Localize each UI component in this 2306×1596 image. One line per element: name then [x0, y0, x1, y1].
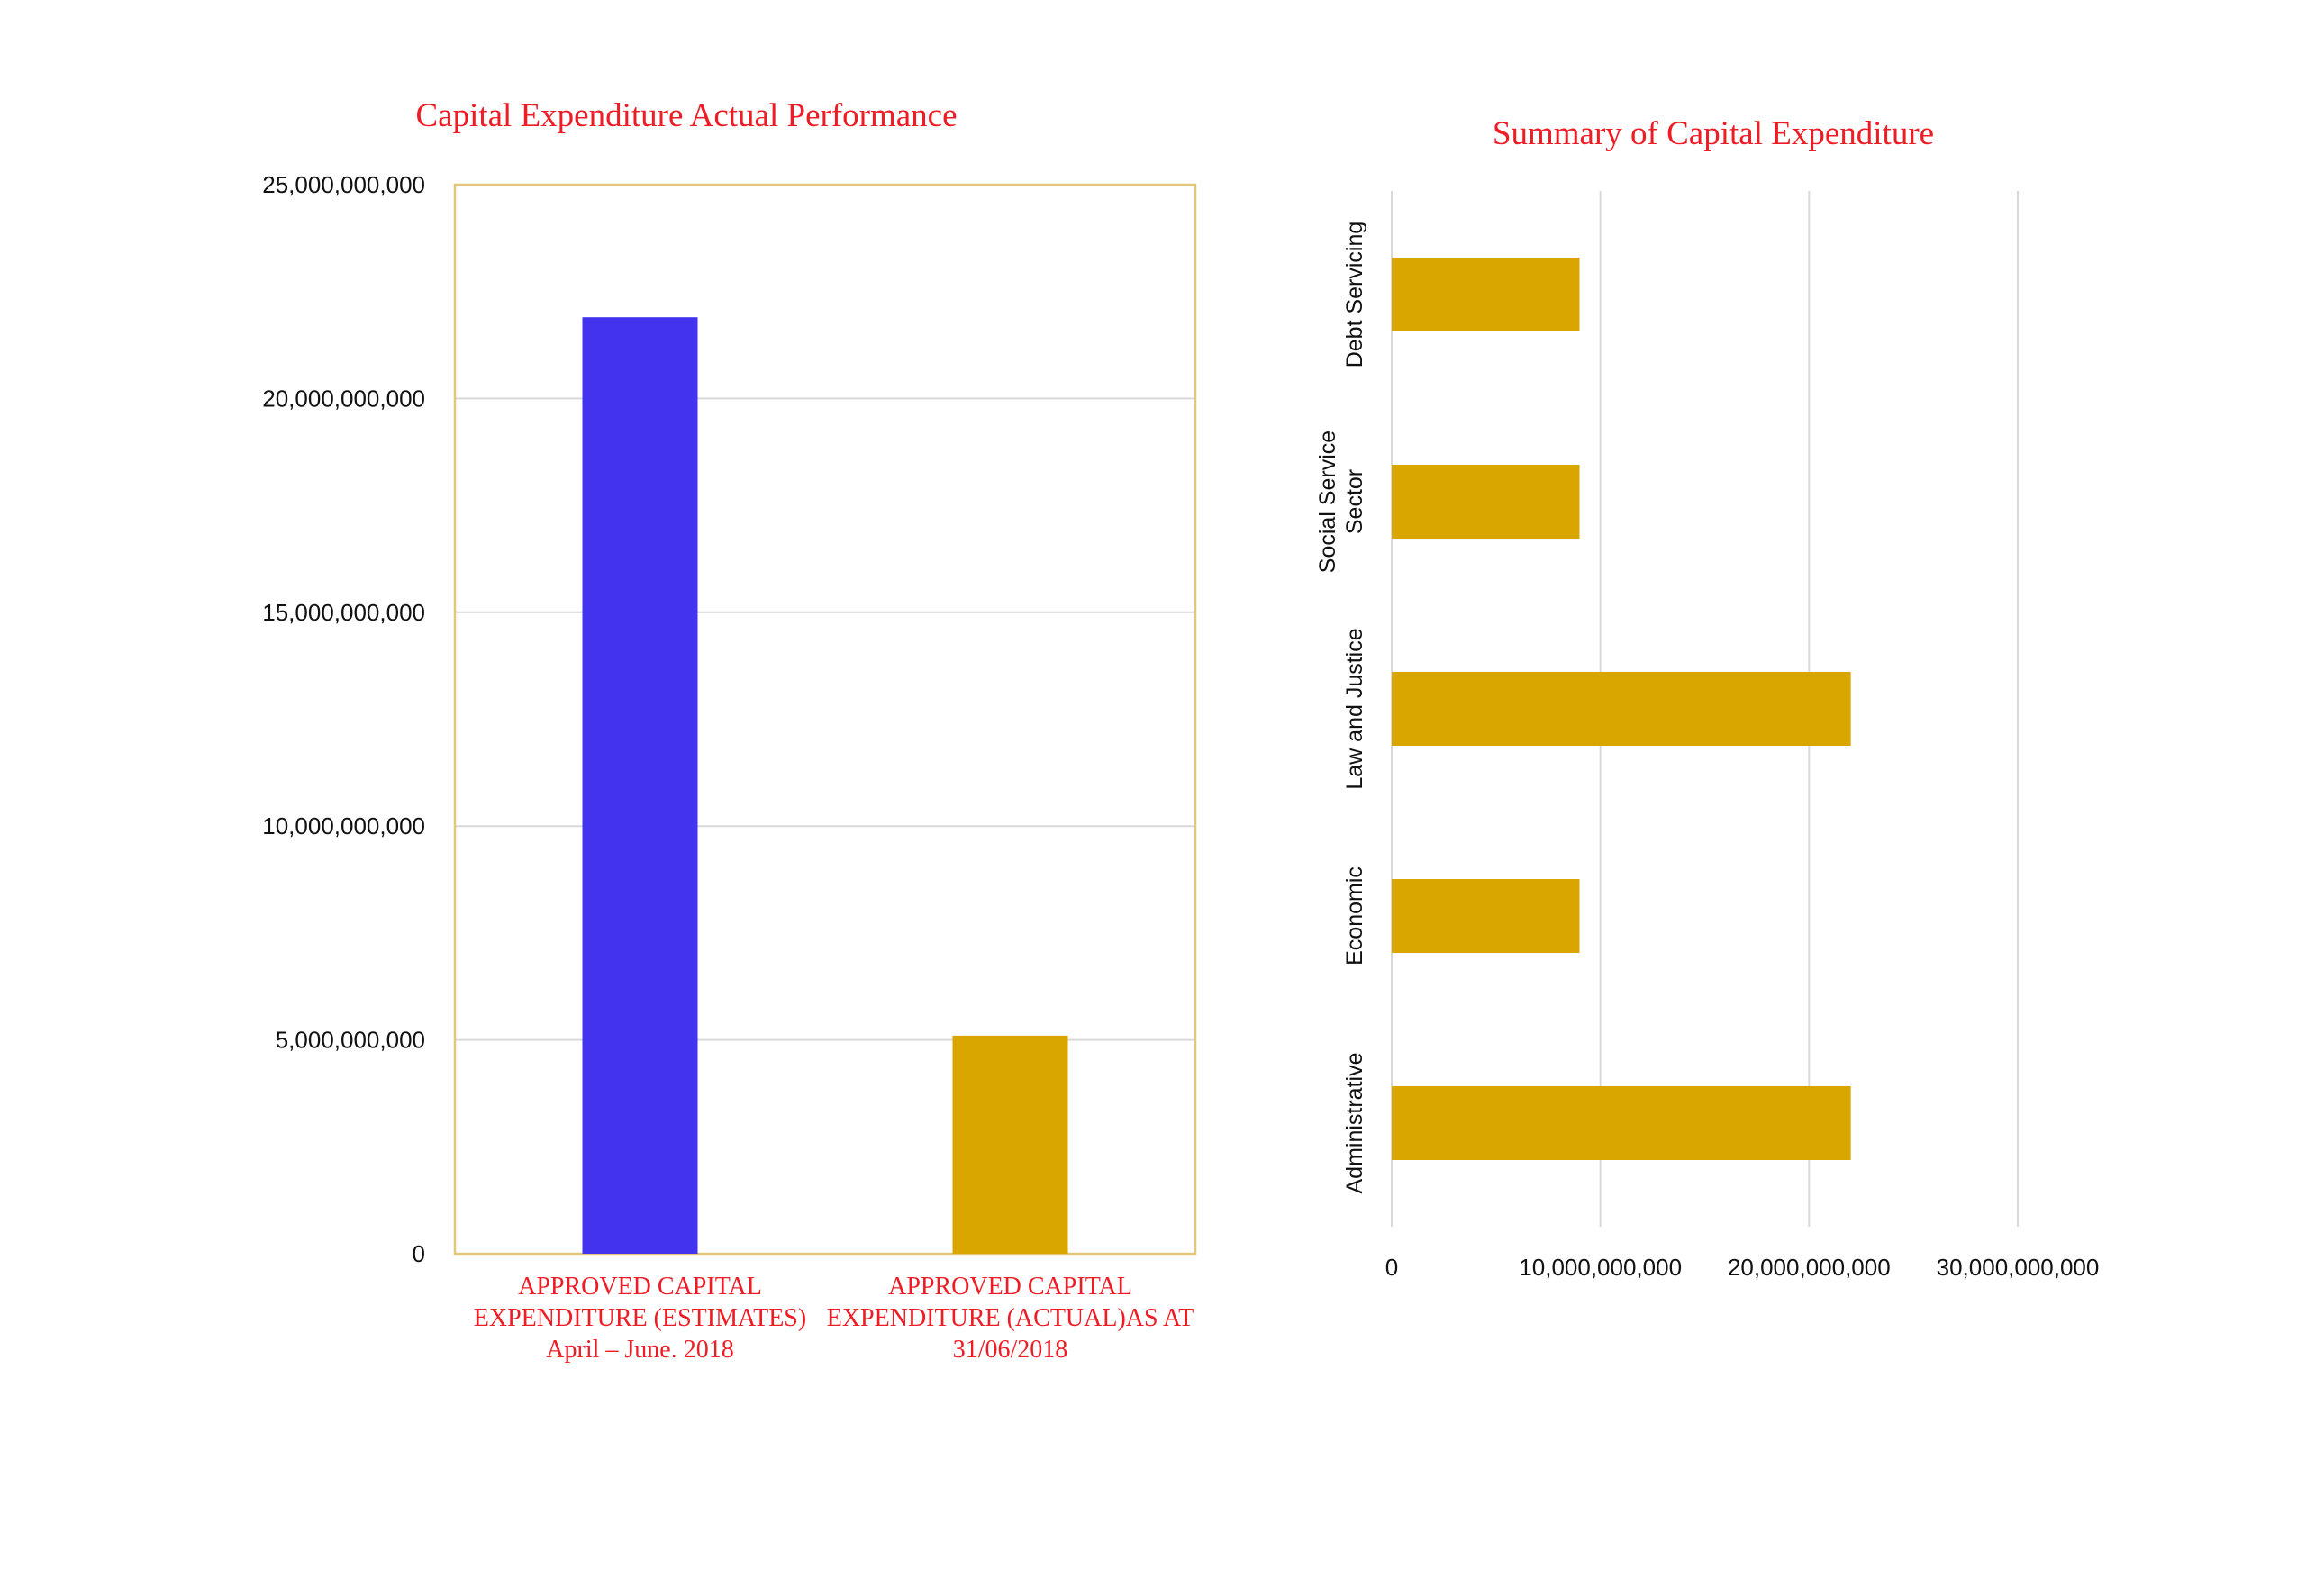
- y-tick-label: 25,000,000,000: [262, 171, 425, 198]
- x-tick-label: 0: [1385, 1254, 1398, 1281]
- category-label: EXPENDITURE (ESTIMATES): [474, 1304, 806, 1332]
- y-tick-label: 5,000,000,000: [276, 1027, 425, 1054]
- chart-capital-expenditure-performance: Capital Expenditure Actual Performance 0 5…: [262, 97, 1197, 1364]
- bar: [1392, 465, 1580, 539]
- category-label: Law and Justice: [1342, 628, 1367, 789]
- chart-title: Summary of Capital Expenditure: [1493, 115, 1934, 152]
- plot-frame: [453, 183, 1197, 1256]
- x-tick-label: 10,000,000,000: [1519, 1254, 1682, 1281]
- category-label: Debt Servicing: [1342, 222, 1367, 368]
- category-label: Social Service: [1315, 431, 1340, 573]
- category-label: Sector: [1342, 469, 1367, 534]
- y-tick-label: 0: [413, 1240, 425, 1267]
- chart-summary-capital-expenditure: Summary of Capital Expenditure 0 10,000,00…: [1315, 115, 2099, 1281]
- category-label: APPROVED CAPITAL: [518, 1273, 762, 1301]
- bar: [1392, 879, 1580, 953]
- bar: [582, 317, 698, 1254]
- y-tick-label: 10,000,000,000: [262, 812, 425, 839]
- category-label: APPROVED CAPITAL: [888, 1273, 1132, 1301]
- bar: [952, 1035, 1068, 1254]
- y-tick-label: 20,000,000,000: [262, 385, 425, 412]
- category-label: EXPENDITURE (ACTUAL)AS AT: [827, 1304, 1194, 1332]
- x-tick-label: 30,000,000,000: [1937, 1254, 2100, 1281]
- bar: [1392, 258, 1580, 331]
- y-tick-label: 15,000,000,000: [262, 599, 425, 626]
- category-label: 31/06/2018: [953, 1336, 1068, 1364]
- x-tick-label: 20,000,000,000: [1728, 1254, 1891, 1281]
- chart-title: Capital Expenditure Actual Performance: [415, 97, 957, 134]
- bar: [1392, 672, 1851, 746]
- category-label: Economic: [1342, 866, 1367, 966]
- bar: [1392, 1086, 1851, 1160]
- category-label: Administrative: [1342, 1053, 1367, 1194]
- category-label: April – June. 2018: [546, 1336, 733, 1364]
